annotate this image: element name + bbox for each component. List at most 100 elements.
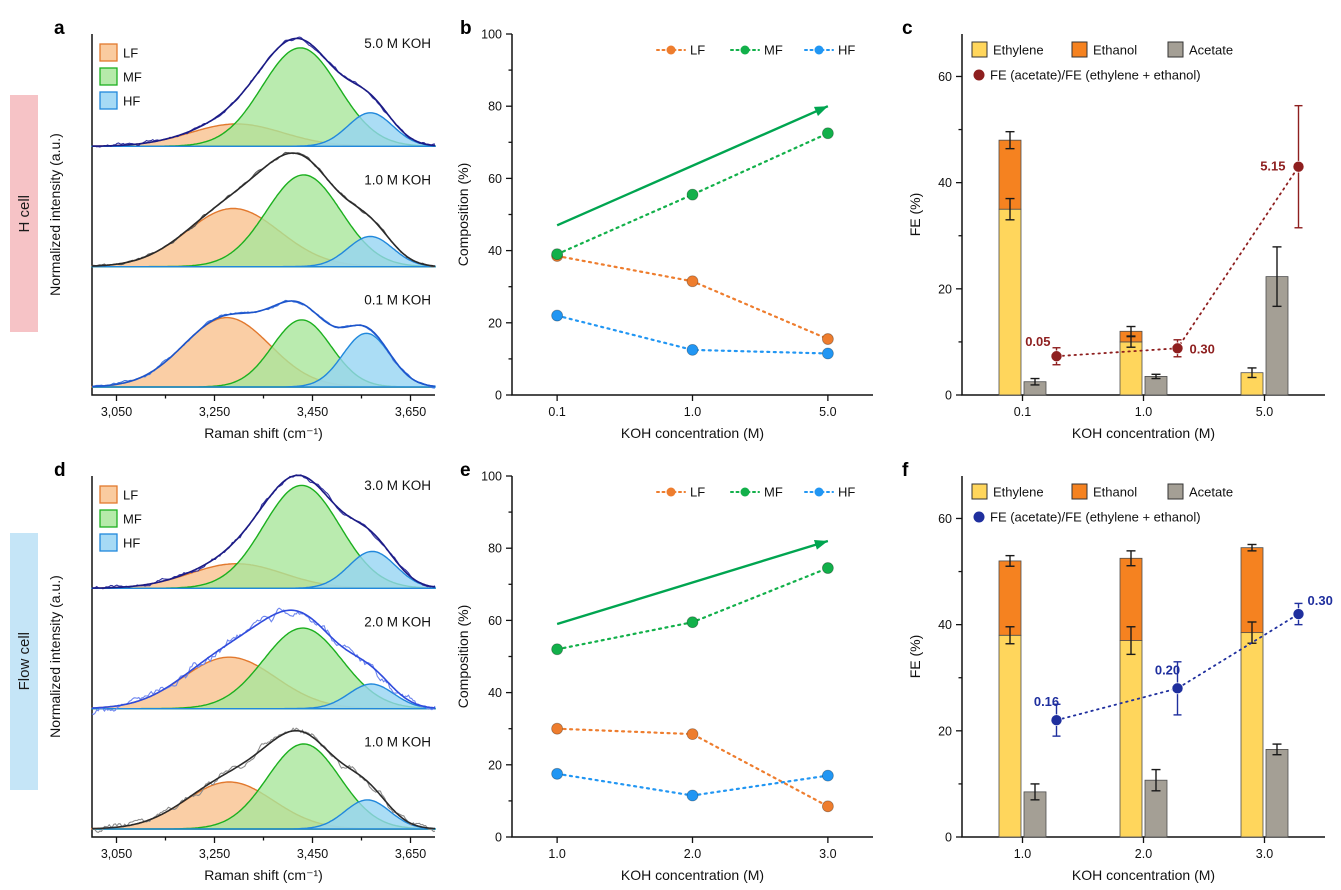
svg-text:40: 40 xyxy=(938,618,952,632)
svg-text:0: 0 xyxy=(945,389,952,403)
svg-text:a: a xyxy=(54,18,65,39)
svg-text:0.16: 0.16 xyxy=(1034,694,1059,709)
svg-text:c: c xyxy=(902,18,913,39)
svg-text:3,450: 3,450 xyxy=(297,405,328,419)
svg-text:0: 0 xyxy=(495,831,502,845)
fe-legend: Ethylene Ethanol Acetate FE (acetate)/FE (e… xyxy=(971,41,1233,83)
svg-text:KOH concentration (M): KOH concentration (M) xyxy=(621,425,764,441)
svg-text:0: 0 xyxy=(495,389,502,403)
svg-text:5.0: 5.0 xyxy=(819,405,836,419)
panel-f-fe-chart: 0 20 40 60 1.0 2.0 3.0 KOH concentration (M) FE … xyxy=(902,460,1333,883)
svg-text:5.0: 5.0 xyxy=(1256,405,1273,419)
svg-text:20: 20 xyxy=(488,316,502,330)
svg-text:Ethylene: Ethylene xyxy=(993,485,1044,500)
row-label-h-cell-text: H cell xyxy=(15,194,33,233)
svg-text:40: 40 xyxy=(938,176,952,190)
fe-legend: Ethylene Ethanol Acetate FE (acetate)/FE (e… xyxy=(971,483,1233,525)
svg-text:0.30: 0.30 xyxy=(1308,593,1333,608)
svg-text:0.1: 0.1 xyxy=(1014,405,1031,419)
svg-text:80: 80 xyxy=(488,100,502,114)
svg-text:3,050: 3,050 xyxy=(101,847,132,861)
svg-text:20: 20 xyxy=(938,282,952,296)
composition-legend: LF MF HF xyxy=(656,485,855,500)
svg-text:KOH concentration (M): KOH concentration (M) xyxy=(1072,867,1215,883)
svg-text:FE (%): FE (%) xyxy=(907,635,923,679)
svg-text:MF: MF xyxy=(764,485,783,500)
svg-text:MF: MF xyxy=(123,512,142,527)
svg-text:3,250: 3,250 xyxy=(199,847,230,861)
fe-plot: 0 20 40 60 0.1 1.0 5.0 KOH concentration (M) FE … xyxy=(907,34,1325,441)
svg-text:Composition (%): Composition (%) xyxy=(455,163,471,266)
panel-c-fe-chart: 0 20 40 60 0.1 1.0 5.0 KOH concentration (M) FE … xyxy=(902,18,1325,441)
svg-text:40: 40 xyxy=(488,244,502,258)
svg-text:3,250: 3,250 xyxy=(199,405,230,419)
composition-plot: 0 20 40 60 80 100 1.0 2.0 3.0 KOH concentration (… xyxy=(455,470,873,883)
svg-text:3,650: 3,650 xyxy=(395,405,426,419)
svg-text:0: 0 xyxy=(945,831,952,845)
panel-e-composition-chart: 0 20 40 60 80 100 1.0 2.0 3.0 KOH concentration (… xyxy=(455,460,873,883)
svg-text:HF: HF xyxy=(838,43,855,58)
svg-text:1.0: 1.0 xyxy=(1014,847,1031,861)
composition-plot: 0 20 40 60 80 100 0.1 1.0 5.0 KOH concentration (… xyxy=(455,28,873,441)
svg-text:100: 100 xyxy=(481,470,502,484)
svg-text:HF: HF xyxy=(123,94,140,109)
svg-text:2.0: 2.0 xyxy=(1135,847,1152,861)
svg-text:2.0: 2.0 xyxy=(684,847,701,861)
svg-text:3,450: 3,450 xyxy=(297,847,328,861)
svg-text:1.0: 1.0 xyxy=(1135,405,1152,419)
panel-a-raman-chart: 3,050 3,250 3,450 3,650 Raman shift (cm⁻¹) No… xyxy=(47,18,436,441)
svg-text:FE (acetate)/FE (ethylene + et: FE (acetate)/FE (ethylene + ethanol) xyxy=(990,68,1201,83)
svg-text:Normalized intensity (a.u.): Normalized intensity (a.u.) xyxy=(47,133,63,296)
svg-text:Normalized intensity (a.u.): Normalized intensity (a.u.) xyxy=(47,575,63,738)
svg-text:3.0: 3.0 xyxy=(1256,847,1273,861)
svg-text:MF: MF xyxy=(764,43,783,58)
svg-text:3,650: 3,650 xyxy=(395,847,426,861)
svg-text:KOH concentration (M): KOH concentration (M) xyxy=(621,867,764,883)
row-label-flow-cell-text: Flow cell xyxy=(15,632,33,691)
svg-text:MF: MF xyxy=(123,70,142,85)
raman-plot: 3,050 3,250 3,450 3,650 Raman shift (cm⁻¹) No… xyxy=(47,34,436,441)
svg-text:FE (acetate)/FE (ethylene + et: FE (acetate)/FE (ethylene + ethanol) xyxy=(990,510,1201,525)
svg-text:100: 100 xyxy=(481,28,502,42)
svg-text:20: 20 xyxy=(938,724,952,738)
svg-text:1.0 M KOH: 1.0 M KOH xyxy=(364,172,431,187)
svg-text:FE (%): FE (%) xyxy=(907,193,923,237)
svg-text:20: 20 xyxy=(488,758,502,772)
svg-text:LF: LF xyxy=(690,485,705,500)
svg-text:LF: LF xyxy=(690,43,705,58)
svg-text:e: e xyxy=(460,460,471,481)
svg-text:HF: HF xyxy=(123,536,140,551)
row-label-h-cell: H cell xyxy=(10,95,38,332)
svg-text:b: b xyxy=(460,18,472,39)
svg-text:0.1 M KOH: 0.1 M KOH xyxy=(364,293,431,308)
svg-text:Raman shift (cm⁻¹): Raman shift (cm⁻¹) xyxy=(204,867,323,883)
row-label-flow-cell: Flow cell xyxy=(10,533,38,790)
svg-text:Ethanol: Ethanol xyxy=(1093,43,1137,58)
svg-text:Composition (%): Composition (%) xyxy=(455,605,471,708)
svg-text:1.0 M KOH: 1.0 M KOH xyxy=(364,735,431,750)
raman-legend: LF MF HF xyxy=(99,43,142,110)
svg-text:Ethylene: Ethylene xyxy=(993,43,1044,58)
svg-text:1.0: 1.0 xyxy=(684,405,701,419)
svg-text:Ethanol: Ethanol xyxy=(1093,485,1137,500)
svg-text:0.30: 0.30 xyxy=(1190,341,1215,356)
svg-text:60: 60 xyxy=(488,614,502,628)
composition-legend: LF MF HF xyxy=(656,43,855,58)
svg-text:f: f xyxy=(902,460,909,481)
svg-text:LF: LF xyxy=(123,488,138,503)
svg-text:60: 60 xyxy=(488,172,502,186)
svg-text:Acetate: Acetate xyxy=(1189,43,1233,58)
svg-text:5.0 M KOH: 5.0 M KOH xyxy=(364,36,431,51)
svg-text:Raman shift (cm⁻¹): Raman shift (cm⁻¹) xyxy=(204,425,323,441)
svg-text:d: d xyxy=(54,460,66,481)
svg-text:0.1: 0.1 xyxy=(548,405,565,419)
svg-text:60: 60 xyxy=(938,512,952,526)
svg-text:60: 60 xyxy=(938,70,952,84)
svg-text:40: 40 xyxy=(488,686,502,700)
svg-text:HF: HF xyxy=(838,485,855,500)
svg-text:2.0 M KOH: 2.0 M KOH xyxy=(364,614,431,629)
panel-d-raman-chart: 3,050 3,250 3,450 3,650 Raman shift (cm⁻¹) No… xyxy=(47,460,436,883)
svg-text:5.15: 5.15 xyxy=(1260,159,1285,174)
svg-text:1.0: 1.0 xyxy=(548,847,565,861)
